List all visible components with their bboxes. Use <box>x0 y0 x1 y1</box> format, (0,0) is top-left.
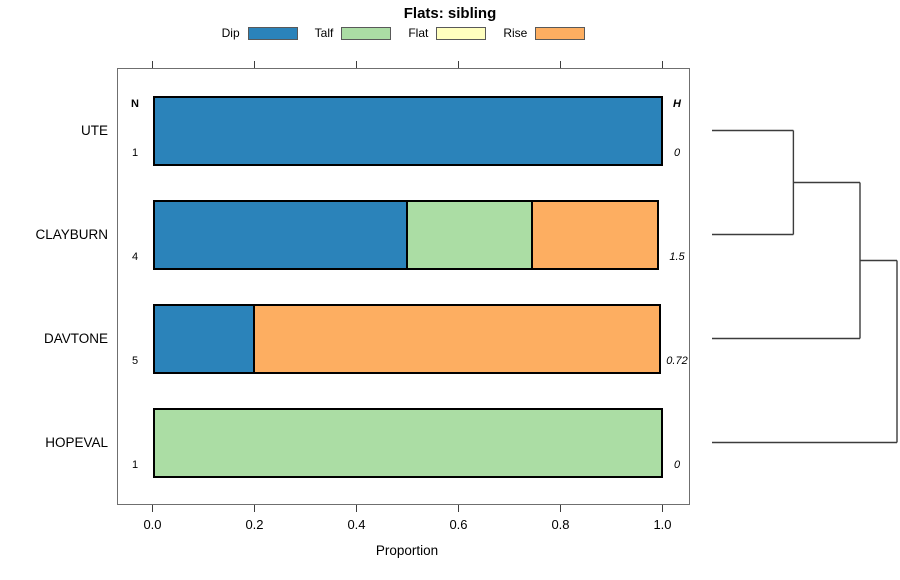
plot-box <box>117 68 690 505</box>
bar-segment-rise <box>531 199 659 270</box>
legend-swatch <box>436 26 487 40</box>
bar-segment-dip <box>152 95 663 166</box>
bar-segment-talf <box>152 407 663 478</box>
axis-tick <box>560 505 561 512</box>
row-label: DAVTONE <box>43 330 108 346</box>
stacked-bar <box>152 199 663 270</box>
x-axis-label: Proportion <box>375 543 439 558</box>
stacked-bar <box>152 407 663 478</box>
n-column-header: N <box>131 98 139 110</box>
axis-tick <box>458 61 459 68</box>
x-tick-label: 0.2 <box>245 517 264 532</box>
n-value: 1 <box>131 458 139 471</box>
h-value: 0.72 <box>666 354 688 367</box>
x-tick-label: 1.0 <box>653 517 672 532</box>
axis-tick <box>356 505 357 512</box>
chart-title: Flats: sibling <box>403 5 497 22</box>
row-label: HOPEVAL <box>45 434 108 450</box>
h-column-header: H <box>673 98 681 110</box>
n-value: 4 <box>131 250 139 263</box>
axis-tick <box>458 505 459 512</box>
x-tick-label: 0.4 <box>347 517 366 532</box>
h-value: 0 <box>673 146 681 159</box>
axis-tick <box>254 505 255 512</box>
x-tick-label: 0.6 <box>449 517 468 532</box>
h-value: 1.5 <box>669 250 685 263</box>
bar-segment-rise <box>252 303 661 374</box>
legend-item-dip: Dip <box>222 26 298 40</box>
legend-swatch <box>535 26 586 40</box>
axis-tick <box>152 61 153 68</box>
row-label: UTE <box>81 122 108 138</box>
h-value: 0 <box>673 458 681 471</box>
legend-item-rise: Rise <box>503 26 586 40</box>
axis-tick <box>152 505 153 512</box>
legend: Dip Talf Flat Rise <box>117 26 690 40</box>
axis-tick <box>662 505 663 512</box>
row-label: CLAYBURN <box>35 226 108 242</box>
legend-item-talf: Talf <box>315 26 392 40</box>
axis-tick <box>356 61 357 68</box>
legend-label: Dip <box>221 26 240 40</box>
bar-segment-dip <box>152 303 255 374</box>
stacked-bar <box>152 303 663 374</box>
legend-item-flat: Flat <box>408 26 487 40</box>
axis-tick <box>560 61 561 68</box>
n-value: 5 <box>131 354 139 367</box>
stacked-bar <box>152 95 663 166</box>
legend-label: Talf <box>314 26 334 40</box>
legend-swatch <box>247 26 298 40</box>
x-tick-label: 0.0 <box>143 517 162 532</box>
axis-tick <box>662 61 663 68</box>
axis-tick <box>254 61 255 68</box>
legend-label: Rise <box>503 26 528 40</box>
n-value: 1 <box>131 146 139 159</box>
x-tick-label: 0.8 <box>551 517 570 532</box>
legend-label: Flat <box>408 26 429 40</box>
legend-swatch <box>341 26 392 40</box>
